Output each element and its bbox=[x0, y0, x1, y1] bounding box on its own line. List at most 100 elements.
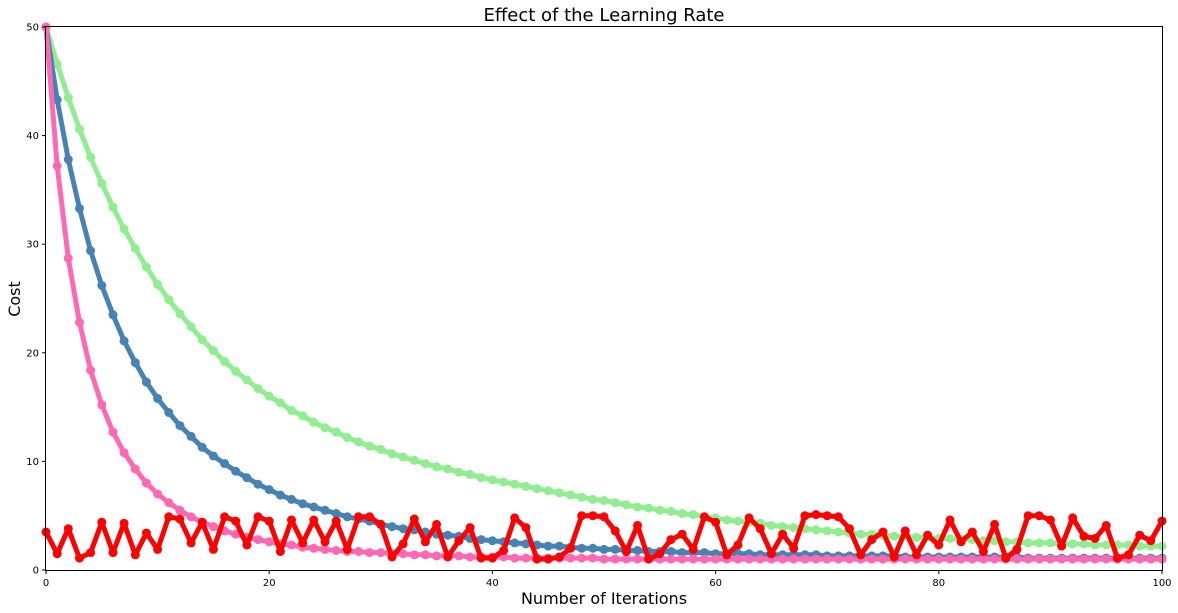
series-2-point bbox=[990, 554, 1000, 564]
series-3-point bbox=[521, 523, 531, 533]
series-1-point bbox=[75, 203, 84, 213]
series-3-point bbox=[811, 510, 821, 520]
series-3-point bbox=[454, 536, 464, 546]
series-0-point bbox=[1023, 538, 1033, 548]
series-1-point bbox=[521, 539, 531, 549]
series-3-point bbox=[465, 523, 475, 533]
series-0-point bbox=[521, 481, 531, 491]
series-0-point bbox=[465, 469, 475, 479]
series-1-point bbox=[63, 155, 73, 164]
series-2-point bbox=[119, 448, 129, 458]
series-2-point bbox=[833, 554, 843, 564]
series-2-point bbox=[141, 478, 151, 488]
series-3-point bbox=[432, 519, 442, 529]
series-3-point bbox=[733, 540, 743, 550]
series-3-point bbox=[398, 539, 408, 549]
series-2-point bbox=[744, 554, 754, 564]
series-0-point bbox=[766, 521, 776, 530]
plot-area bbox=[41, 22, 1167, 564]
series-2-point bbox=[1023, 554, 1033, 564]
series-2-point bbox=[108, 427, 118, 437]
y-tick-label: 0 bbox=[33, 566, 39, 577]
x-axis-label: Number of Iterations bbox=[521, 589, 687, 608]
series-1-point bbox=[610, 544, 620, 554]
series-0-point bbox=[220, 357, 230, 366]
series-1-point bbox=[220, 459, 230, 469]
series-3-point bbox=[443, 552, 453, 562]
series-3-point bbox=[744, 513, 754, 523]
series-3-point bbox=[119, 518, 129, 528]
series-3-point bbox=[130, 550, 140, 560]
series-1-point bbox=[86, 246, 96, 256]
series-0-point bbox=[655, 505, 665, 515]
series-3-point bbox=[923, 530, 933, 540]
series-3-point bbox=[1135, 530, 1145, 540]
series-3-point bbox=[52, 549, 62, 559]
series-3-point bbox=[287, 515, 296, 525]
series-3-point bbox=[1001, 553, 1011, 563]
series-3-point bbox=[967, 527, 977, 537]
series-0-point bbox=[320, 423, 330, 433]
series-2-point bbox=[153, 489, 163, 499]
series-2-point bbox=[1057, 554, 1067, 564]
series-3-point bbox=[845, 524, 854, 534]
series-3-point bbox=[331, 516, 341, 526]
series-2-point bbox=[409, 550, 419, 560]
series-2-point bbox=[677, 554, 687, 564]
series-1-point bbox=[141, 377, 151, 387]
series-2-point bbox=[599, 554, 609, 564]
series-3-point bbox=[487, 553, 497, 563]
series-2-point bbox=[510, 553, 520, 563]
y-axis: 0 10 20 30 40 50 bbox=[26, 23, 46, 577]
series-2-point bbox=[75, 317, 84, 327]
series-2-point bbox=[934, 554, 944, 564]
series-1-point bbox=[119, 336, 129, 346]
series-1-point bbox=[398, 524, 408, 534]
series-2-point bbox=[878, 554, 888, 564]
series-2-point bbox=[978, 554, 988, 564]
series-2-point bbox=[1090, 554, 1100, 564]
series-2-point bbox=[1079, 554, 1089, 564]
series-2-point bbox=[733, 554, 743, 564]
series-2-point bbox=[699, 554, 709, 564]
series-3-point bbox=[699, 512, 709, 522]
x-tick-label: 20 bbox=[263, 578, 276, 589]
series-1-point bbox=[577, 543, 587, 553]
series-1-point bbox=[108, 310, 118, 320]
series-3-point bbox=[420, 537, 430, 547]
series-3-point bbox=[688, 544, 698, 554]
series-2-point bbox=[1045, 554, 1055, 564]
series-2-point bbox=[1101, 554, 1111, 564]
series-1-point bbox=[476, 535, 486, 545]
series-1-point bbox=[130, 358, 140, 368]
series-0-point bbox=[610, 498, 620, 508]
series-3-point bbox=[800, 511, 810, 521]
series-0-point bbox=[186, 322, 196, 332]
series-0-point bbox=[532, 484, 542, 494]
series-2-point bbox=[420, 550, 430, 560]
series-0-point bbox=[666, 506, 676, 516]
series-3-point bbox=[1101, 521, 1111, 530]
series-1-point bbox=[510, 538, 520, 548]
series-0-point bbox=[1090, 540, 1100, 550]
series-3-point bbox=[867, 535, 877, 545]
series-2-point bbox=[264, 537, 274, 547]
series-0-point bbox=[420, 459, 430, 469]
y-tick-label: 10 bbox=[26, 457, 39, 468]
series-3-point bbox=[900, 526, 910, 536]
series-2-point bbox=[231, 529, 241, 539]
series-3-point bbox=[990, 519, 1000, 529]
y-tick-label: 30 bbox=[26, 240, 39, 251]
series-0-point bbox=[130, 244, 140, 253]
series-1-point bbox=[387, 522, 397, 532]
series-3-point bbox=[264, 516, 274, 526]
series-2-point bbox=[711, 554, 721, 564]
series-1-point bbox=[599, 544, 609, 554]
series-3-point bbox=[912, 550, 921, 560]
series-2-point bbox=[253, 535, 263, 545]
series-1-point bbox=[208, 451, 218, 461]
series-2-point bbox=[354, 547, 363, 556]
series-2-point bbox=[320, 544, 330, 554]
series-0-point bbox=[644, 503, 654, 513]
